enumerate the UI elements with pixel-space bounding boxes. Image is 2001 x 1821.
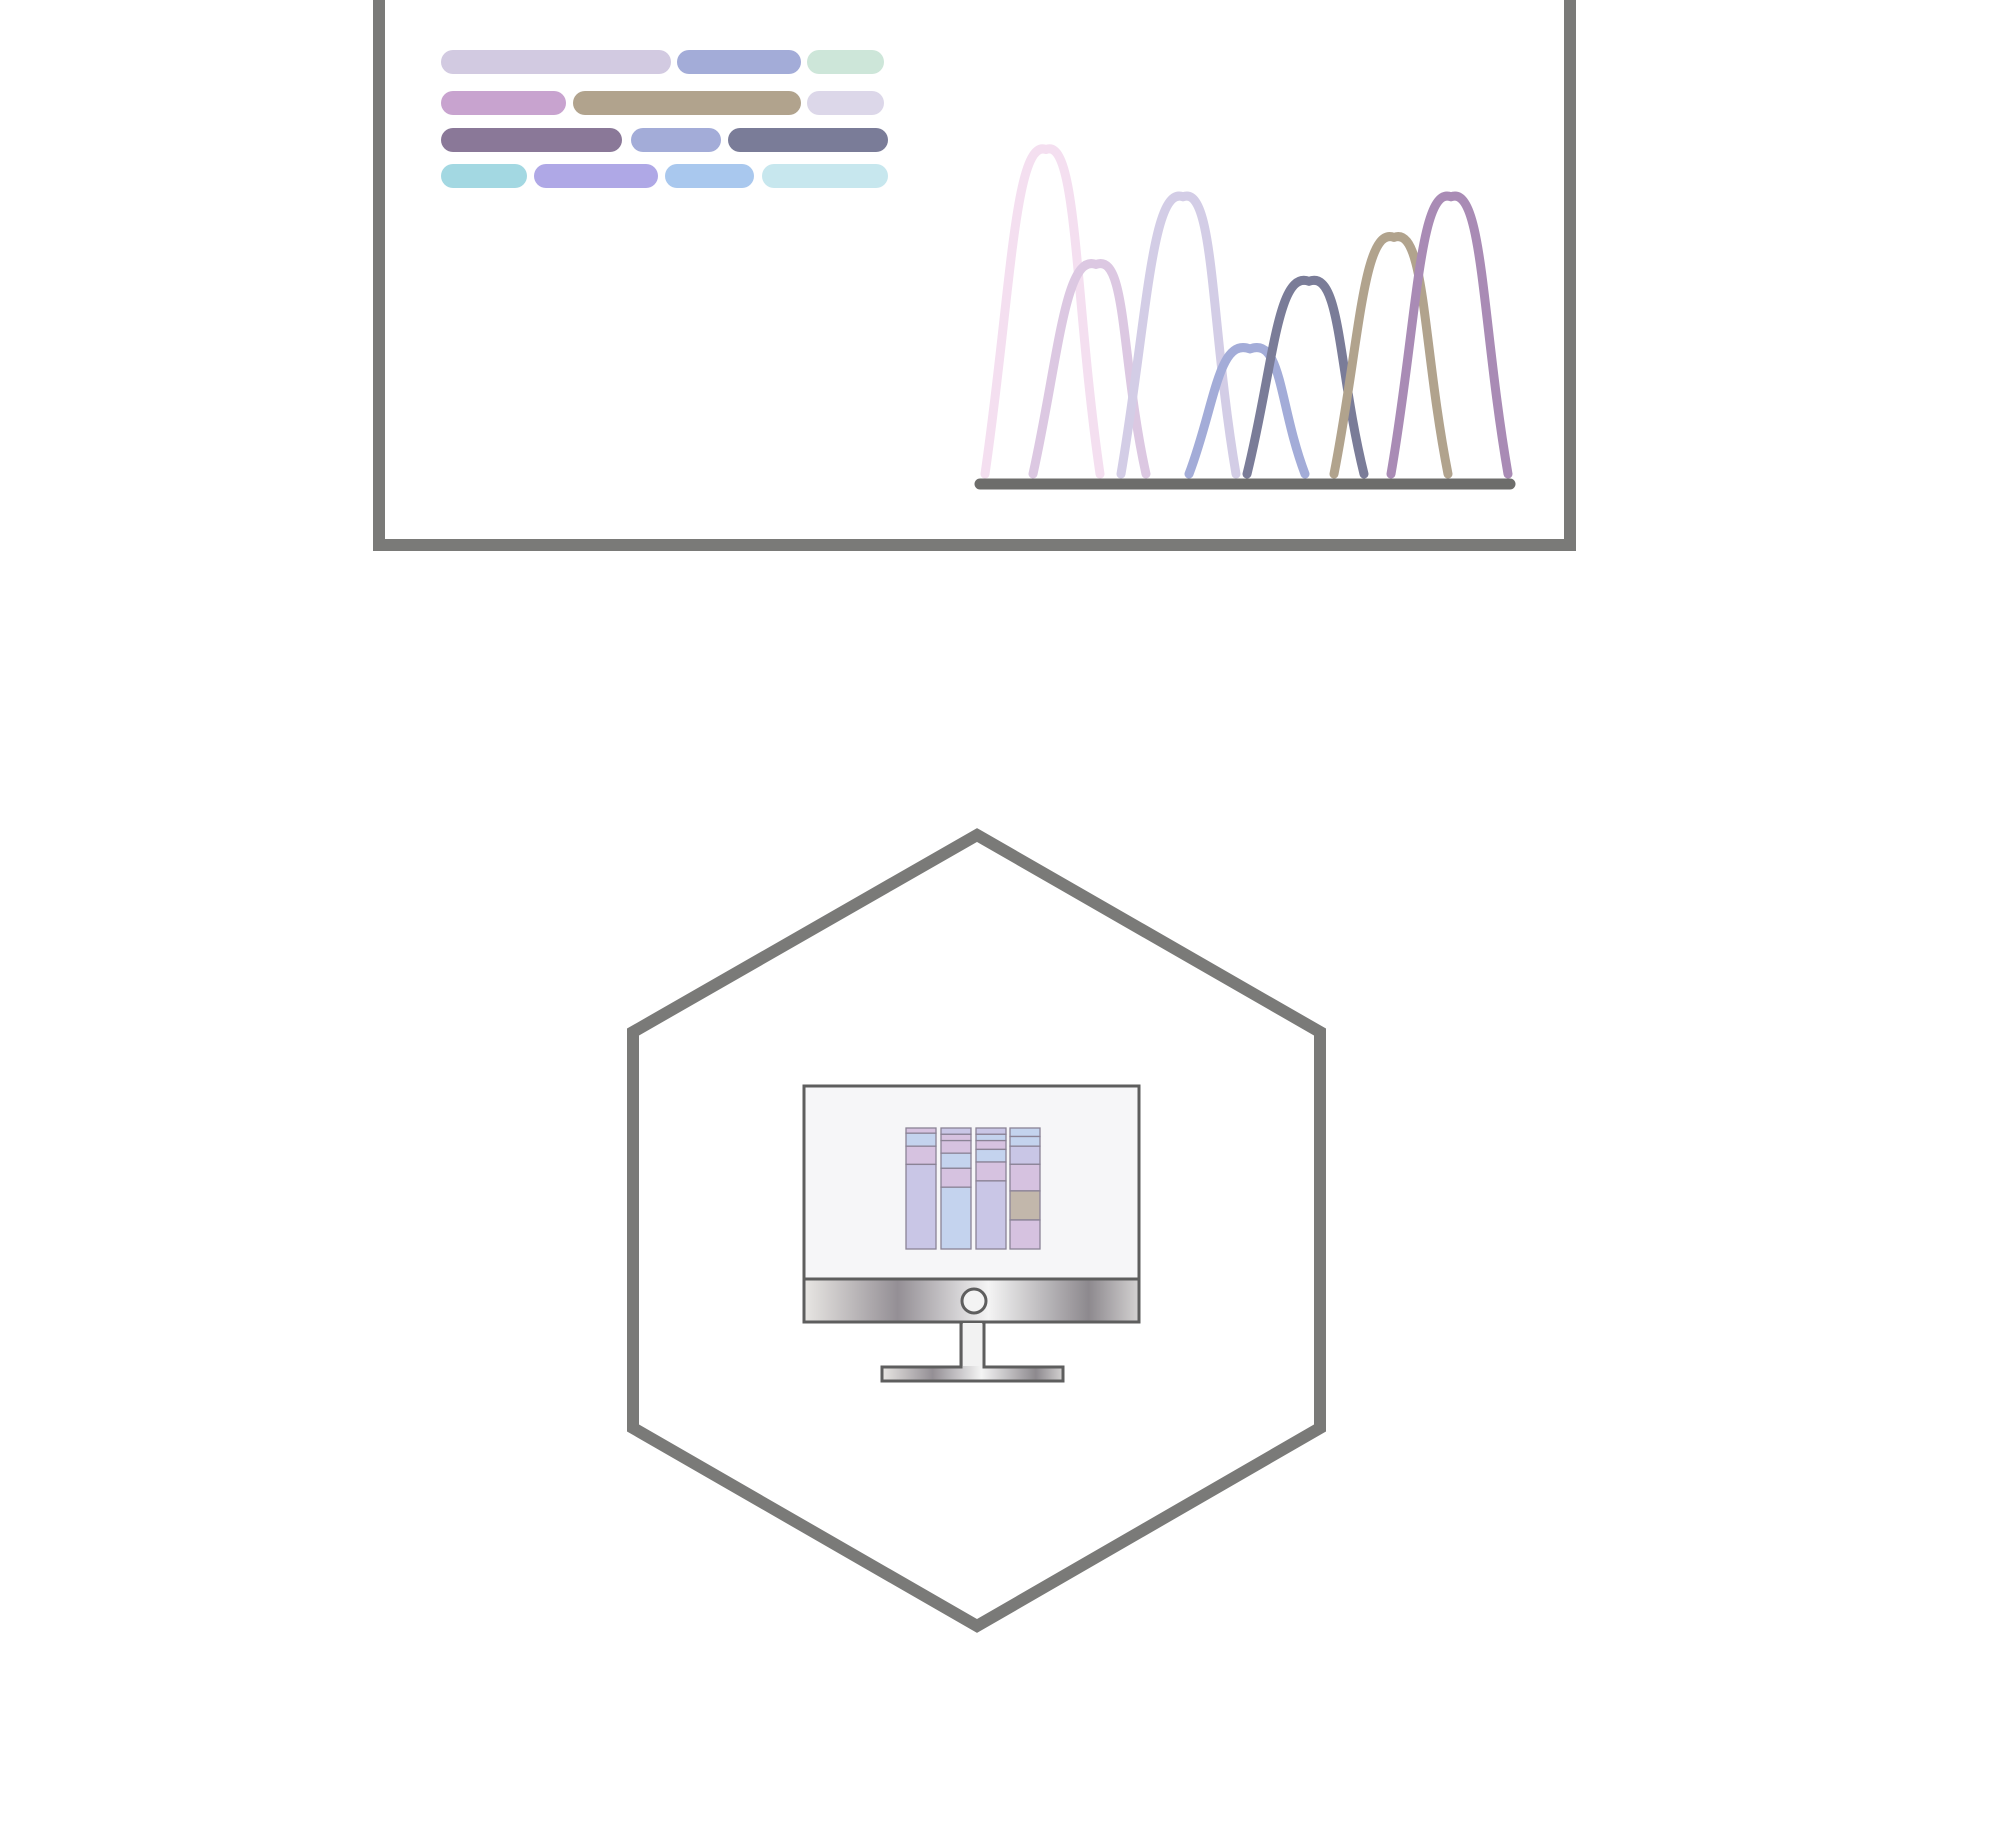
chromatogram-peak — [1334, 237, 1448, 474]
stacked-block — [906, 1146, 936, 1164]
stacked-block — [906, 1128, 936, 1133]
stacked-block — [941, 1141, 971, 1154]
computer-node — [633, 835, 1320, 1626]
read-segment — [665, 164, 754, 188]
read-segment — [441, 128, 622, 152]
read-segment — [762, 164, 888, 188]
stacked-block — [976, 1128, 1006, 1134]
stacked-block — [976, 1149, 1006, 1162]
stacked-block — [976, 1141, 1006, 1150]
read-segment — [534, 164, 658, 188]
read-segment — [728, 128, 888, 152]
stand-neck-highlight — [963, 1323, 982, 1366]
read-bars — [441, 50, 888, 188]
stacked-block — [976, 1162, 1006, 1181]
stacked-block — [941, 1187, 971, 1249]
stacked-block — [976, 1181, 1006, 1249]
chromatogram — [985, 149, 1508, 474]
read-segment — [573, 91, 801, 115]
stacked-block — [1010, 1137, 1040, 1147]
stacked-block — [941, 1168, 971, 1187]
stacked-block — [906, 1164, 936, 1249]
stacked-block — [1010, 1220, 1040, 1249]
stacked-block — [941, 1128, 971, 1134]
stacked-block — [906, 1133, 936, 1146]
read-segment — [807, 50, 884, 74]
sequence-reads-panel — [379, 0, 1570, 545]
stacked-block — [976, 1134, 1006, 1140]
read-segment — [441, 50, 671, 74]
power-button-icon — [962, 1289, 986, 1313]
read-segment — [807, 91, 884, 115]
read-segment — [631, 128, 721, 152]
stacked-block — [1010, 1128, 1040, 1137]
read-segment — [677, 50, 801, 74]
stacked-block — [1010, 1164, 1040, 1191]
read-segment — [441, 164, 527, 188]
stacked-block — [1010, 1146, 1040, 1164]
stacked-block — [941, 1134, 971, 1140]
stacked-block — [941, 1153, 971, 1168]
stacked-block — [1010, 1191, 1040, 1220]
read-segment — [441, 91, 566, 115]
